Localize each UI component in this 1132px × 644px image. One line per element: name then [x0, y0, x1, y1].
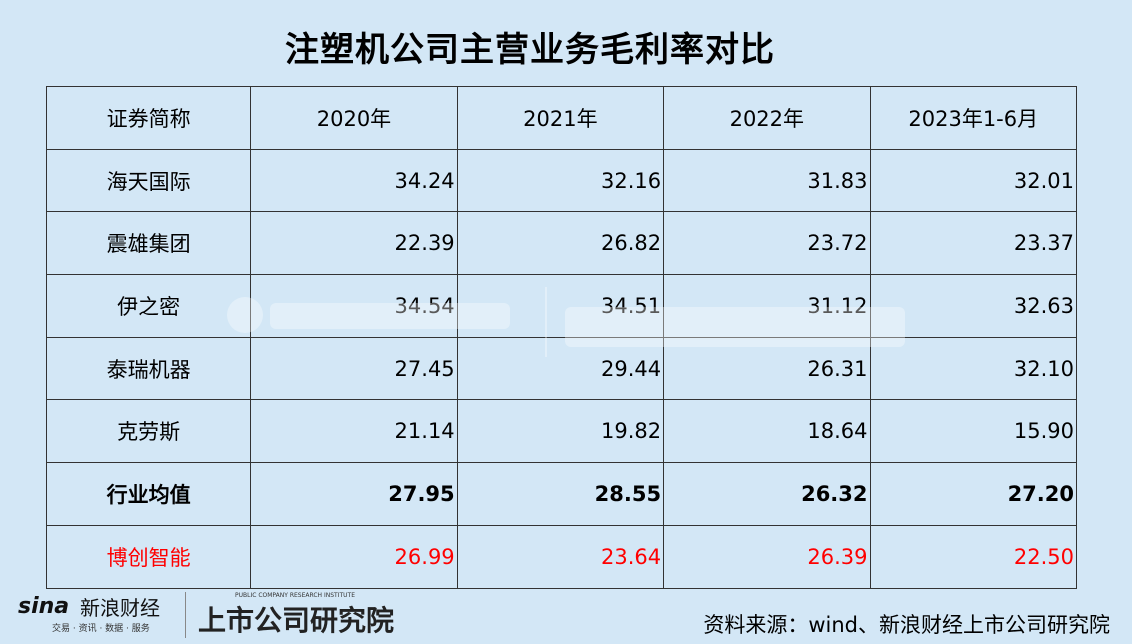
table-cell: 23.72: [663, 211, 871, 276]
page-title: 注塑机公司主营业务毛利率对比: [285, 30, 775, 70]
table-cell: 23.37: [869, 211, 1078, 276]
table-cell: 19.82: [456, 399, 665, 464]
column-header: 2021年: [456, 86, 665, 150]
table-cell: 32.10: [869, 336, 1078, 401]
sina-logo: sina 新浪财经 交易 · 资讯 · 数据 · 服务: [18, 594, 183, 640]
row-name: 泰瑞机器: [45, 336, 252, 401]
column-header: 2023年1-6月: [869, 86, 1078, 150]
column-header: 2020年: [250, 86, 458, 150]
sina-logo-text: sina: [18, 594, 70, 619]
footer-divider: [185, 592, 186, 638]
table-cell: 23.64: [456, 524, 665, 589]
table-cell: 34.24: [250, 148, 458, 213]
sina-logo-cn: 新浪财经: [80, 596, 160, 620]
institute-en: PUBLIC COMPANY RESEARCH INSTITUTE: [235, 592, 355, 599]
table-cell: 26.82: [456, 211, 665, 276]
table-cell: 27.95: [250, 462, 458, 526]
row-name: 海天国际: [45, 148, 252, 213]
table-cell: 29.44: [456, 336, 665, 401]
table-cell: 31.12: [663, 274, 871, 338]
table-cell: 27.20: [869, 462, 1078, 526]
table-cell: 32.01: [869, 148, 1078, 213]
row-name: 伊之密: [45, 274, 252, 338]
table-row: 海天国际 34.24 32.16 31.83 32.01: [45, 148, 1078, 213]
institute-logo: 上市公司研究院: [198, 604, 395, 637]
table-cell: 34.51: [456, 274, 665, 338]
row-name: 博创智能: [45, 524, 252, 589]
row-name: 行业均值: [45, 462, 252, 526]
row-name: 克劳斯: [45, 399, 252, 464]
table-row: 克劳斯 21.14 19.82 18.64 15.90: [45, 399, 1078, 464]
table-cell: 26.31: [663, 336, 871, 401]
table-cell: 26.32: [663, 462, 871, 526]
table-cell: 15.90: [869, 399, 1078, 464]
table-cell: 26.39: [663, 524, 871, 589]
column-header: 证券简称: [45, 86, 252, 150]
table-cell: 21.14: [250, 399, 458, 464]
table-row: 博创智能 26.99 23.64 26.39 22.50: [45, 524, 1078, 589]
table-cell: 28.55: [456, 462, 665, 526]
table-cell: 22.39: [250, 211, 458, 276]
table-cell: 18.64: [663, 399, 871, 464]
table-cell: 32.16: [456, 148, 665, 213]
table-cell: 32.63: [869, 274, 1078, 338]
row-name: 震雄集团: [45, 211, 252, 276]
table-row: 伊之密 34.54 34.51 31.12 32.63: [45, 274, 1078, 338]
column-header: 2022年: [663, 86, 871, 150]
table-row: 震雄集团 22.39 26.82 23.72 23.37: [45, 211, 1078, 276]
margin-table: 证券简称 2020年 2021年 2022年 2023年1-6月 海天国际 34.24 32…: [45, 86, 1078, 589]
table-cell: 26.99: [250, 524, 458, 589]
source-note: 资料来源：wind、新浪财经上市公司研究院: [703, 613, 1110, 637]
table-cell: 22.50: [869, 524, 1078, 589]
table-header: 证券简称 2020年 2021年 2022年 2023年1-6月: [45, 86, 1078, 150]
table-cell: 34.54: [250, 274, 458, 338]
table-cell: 31.83: [663, 148, 871, 213]
sina-logo-sub: 交易 · 资讯 · 数据 · 服务: [52, 624, 150, 634]
table-cell: 27.45: [250, 336, 458, 401]
table-row: 泰瑞机器 27.45 29.44 26.31 32.10: [45, 336, 1078, 401]
table-row: 行业均值 27.95 28.55 26.32 27.20: [45, 462, 1078, 526]
